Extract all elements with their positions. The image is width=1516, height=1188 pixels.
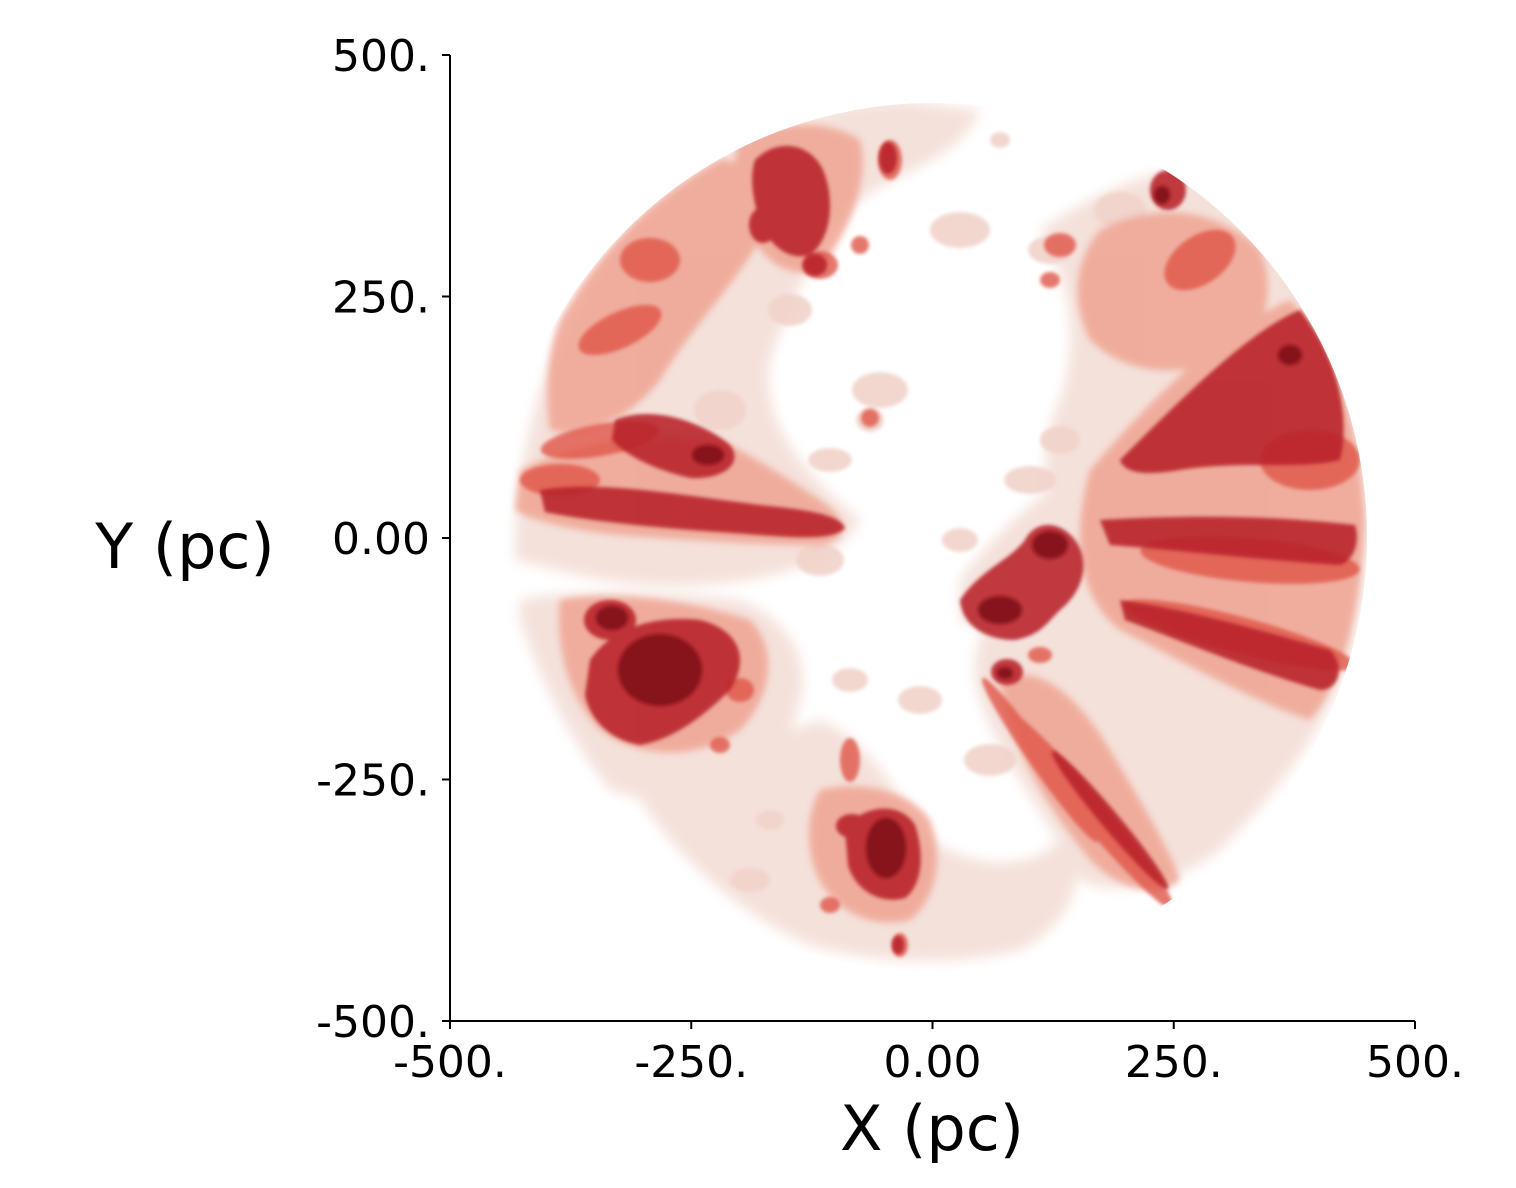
core <box>1154 186 1170 204</box>
core <box>596 606 628 630</box>
knot <box>578 304 662 356</box>
knot <box>982 677 1098 843</box>
dot <box>749 207 777 243</box>
density-map <box>515 103 1367 961</box>
knot <box>620 238 680 282</box>
clump-top-small <box>879 142 897 174</box>
y-tick-label: 250. <box>332 273 430 324</box>
core <box>692 445 724 465</box>
dot <box>892 936 904 954</box>
x-tick-label: -250. <box>634 1037 748 1088</box>
axes: -500. -250. 0.00 250. 500. 500. 250. 0.00 -250.… <box>94 31 1464 1165</box>
y-tick-label: 0.00 <box>332 514 430 565</box>
filament-right-mid <box>1100 516 1357 565</box>
clump-bottom-left <box>836 814 868 838</box>
core <box>978 596 1022 624</box>
core <box>1032 531 1068 559</box>
x-tick-label: 250. <box>1125 1037 1223 1088</box>
knot <box>1164 229 1236 291</box>
core <box>866 818 906 878</box>
core <box>1278 345 1302 365</box>
band-upper-left <box>547 160 768 433</box>
x-tick-label: -500. <box>393 1037 507 1088</box>
y-axis-ticks: 500. 250. 0.00 -250. -500. <box>316 31 450 1048</box>
x-tick-label: 500. <box>1366 1037 1464 1088</box>
y-tick-label: -250. <box>316 756 430 807</box>
x-axis-title: X (pc) <box>840 1092 1024 1165</box>
filament-right-lower <box>1120 600 1339 690</box>
knot <box>1044 233 1076 257</box>
core <box>997 667 1013 679</box>
core <box>618 634 702 706</box>
y-axis-title: Y (pc) <box>94 510 274 583</box>
x-tick-label: 0.00 <box>884 1037 982 1088</box>
filament-left <box>540 486 845 538</box>
band-lower-right <box>1000 674 1180 891</box>
filament-lower-right <box>1051 750 1169 890</box>
knot <box>861 409 879 427</box>
knot <box>851 236 869 254</box>
density-specks <box>694 132 1146 892</box>
knot <box>710 737 730 753</box>
y-tick-label: -500. <box>316 997 430 1048</box>
knot <box>820 897 840 913</box>
y-tick-label: 500. <box>332 31 430 82</box>
knot <box>840 738 860 782</box>
clump-top-dot <box>803 254 827 276</box>
density-level-5 <box>596 186 1302 878</box>
x-axis-ticks: -500. -250. 0.00 250. 500. <box>393 1021 1464 1088</box>
knot <box>1028 647 1052 663</box>
knot <box>1040 272 1060 288</box>
